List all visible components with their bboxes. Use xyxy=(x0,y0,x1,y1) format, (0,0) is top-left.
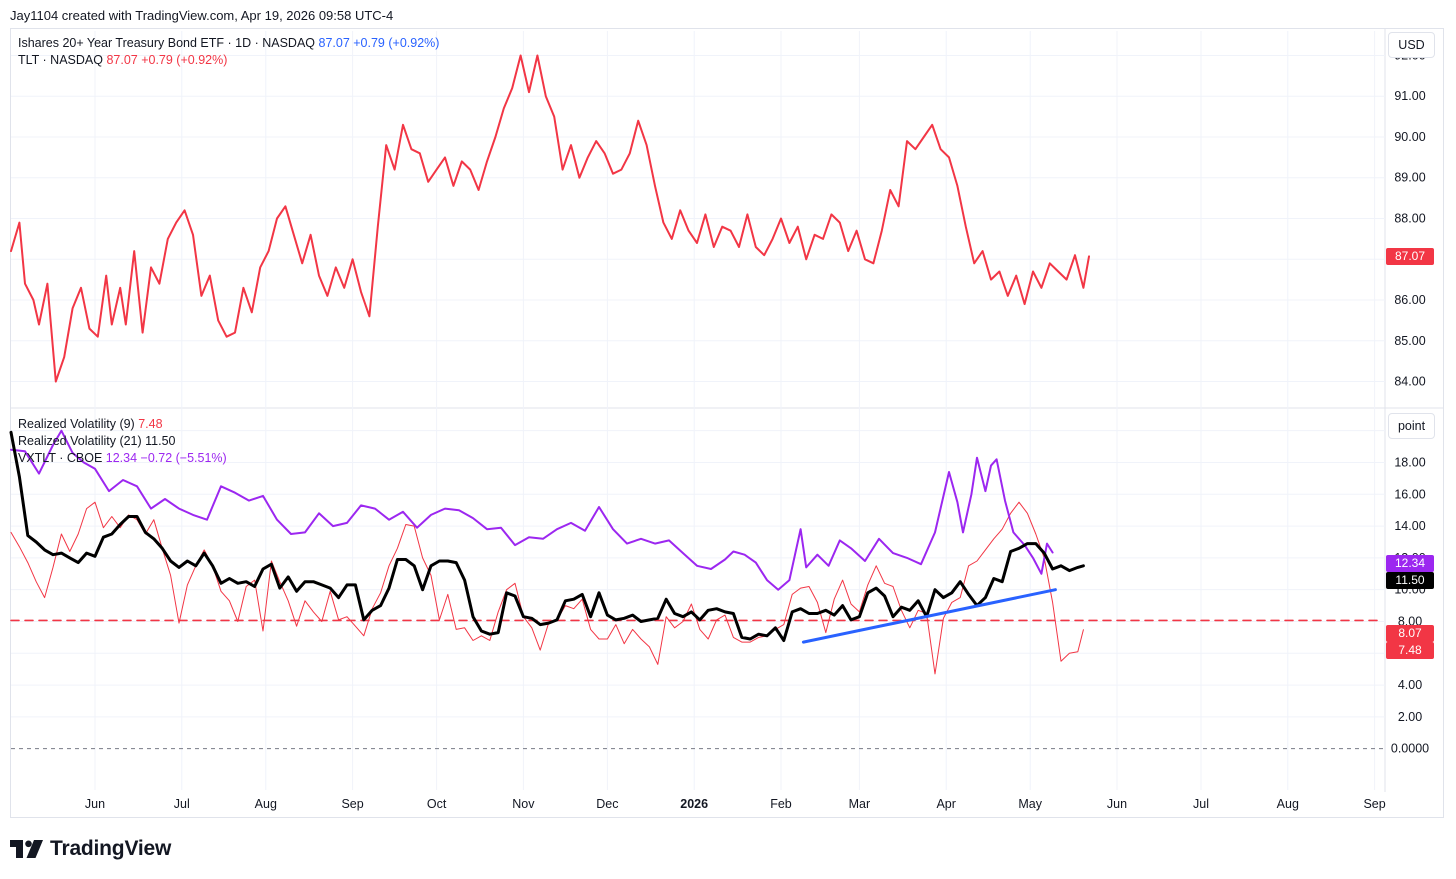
top-y-tick-label: 85.00 xyxy=(1394,334,1425,348)
vxtlt-line xyxy=(10,429,1054,591)
x-tick-label: Feb xyxy=(770,797,792,811)
point-unit-button[interactable]: point xyxy=(1388,413,1435,439)
x-tick-label: Nov xyxy=(512,797,535,811)
x-tick-label: Apr xyxy=(936,797,955,811)
vxtlt-legend-values: 12.34 −0.72 (−5.51%) xyxy=(105,451,227,465)
tradingview-logo-icon xyxy=(10,840,43,858)
rv21-legend-name[interactable]: Realized Volatility (21) xyxy=(18,434,142,448)
bottom-y-tick-label: 4.00 xyxy=(1398,678,1422,692)
x-tick-label: May xyxy=(1018,797,1042,811)
x-tick-label: 2026 xyxy=(680,797,708,811)
rv21-line xyxy=(9,430,1085,642)
blue-trendline xyxy=(801,588,1057,644)
x-tick-label: Aug xyxy=(1277,797,1299,811)
chart-frame xyxy=(10,28,1444,818)
top-y-tick-label: 89.00 xyxy=(1394,171,1425,185)
bottom-y-tick-label: 18.00 xyxy=(1394,455,1425,469)
tlt-price-badge: 87.07 xyxy=(1386,248,1434,265)
top-y-tick-label: 91.00 xyxy=(1394,89,1425,103)
chart-attribution: Jay1104 created with TradingView.com, Ap… xyxy=(10,8,394,23)
x-tick-label: Jun xyxy=(1107,797,1127,811)
x-tick-label: Jun xyxy=(85,797,105,811)
bottom-y-tick-label: 8.00 xyxy=(1398,614,1422,628)
rv21-legend-value: 11.50 xyxy=(145,434,176,448)
top-y-tick-label: 84.00 xyxy=(1394,375,1425,389)
series-layer xyxy=(9,54,1379,675)
bottom-y-tick-label: 0.0000 xyxy=(1391,742,1429,756)
rv21-value-badge: 11.50 xyxy=(1386,572,1434,589)
rv9-value-badge: 7.48 xyxy=(1386,642,1434,659)
rv9-line xyxy=(10,501,1084,675)
tlt-series-values: 87.07 +0.79 (+0.92%) xyxy=(106,53,228,67)
top-legend: Ishares 20+ Year Treasury Bond ETF · 1D … xyxy=(18,35,439,69)
x-tick-label: Mar xyxy=(849,797,871,811)
tlt-price-line xyxy=(10,54,1090,383)
x-tick-label: Sep xyxy=(341,797,363,811)
top-y-tick-label: 86.00 xyxy=(1394,293,1425,307)
bottom-y-tick-label: 14.00 xyxy=(1394,519,1425,533)
rv9-legend-name[interactable]: Realized Volatility (9) xyxy=(18,417,135,431)
currency-unit-button[interactable]: USD xyxy=(1388,32,1435,58)
x-tick-label: Dec xyxy=(596,797,618,811)
bottom-y-tick-label: 16.00 xyxy=(1394,487,1425,501)
bottom-legend: Realized Volatility (9) 7.48 Realized Vo… xyxy=(18,416,227,467)
grid-lines xyxy=(11,29,1444,792)
top-y-tick-label: 90.00 xyxy=(1394,130,1425,144)
bottom-y-tick-label: 2.00 xyxy=(1398,710,1422,724)
tlt-series-name[interactable]: TLT · NASDAQ xyxy=(18,53,103,67)
tradingview-wordmark: TradingView xyxy=(50,837,172,860)
axis-labels: Jun Jul Aug Sep Oct Nov Dec 2026 Feb Mar Apr May Jun… xyxy=(85,48,1429,811)
x-tick-label: Aug xyxy=(255,797,277,811)
x-tick-label: Oct xyxy=(427,797,447,811)
tradingview-brand[interactable]: TradingView xyxy=(10,836,171,862)
x-tick-label: Jul xyxy=(1193,797,1209,811)
top-y-tick-label: 88.00 xyxy=(1394,212,1425,226)
level-value-badge: 8.07 xyxy=(1386,625,1434,642)
rv9-legend-value: 7.48 xyxy=(138,417,163,431)
tlt-legend-values: 87.07 +0.79 (+0.92%) xyxy=(318,36,440,50)
vxtlt-value-badge: 12.34 xyxy=(1386,555,1434,572)
x-tick-label: Sep xyxy=(1363,797,1385,811)
tlt-legend-title[interactable]: Ishares 20+ Year Treasury Bond ETF · 1D … xyxy=(18,36,316,50)
x-tick-label: Jul xyxy=(174,797,190,811)
vxtlt-legend-name[interactable]: VXTLT · CBOE xyxy=(18,451,103,465)
